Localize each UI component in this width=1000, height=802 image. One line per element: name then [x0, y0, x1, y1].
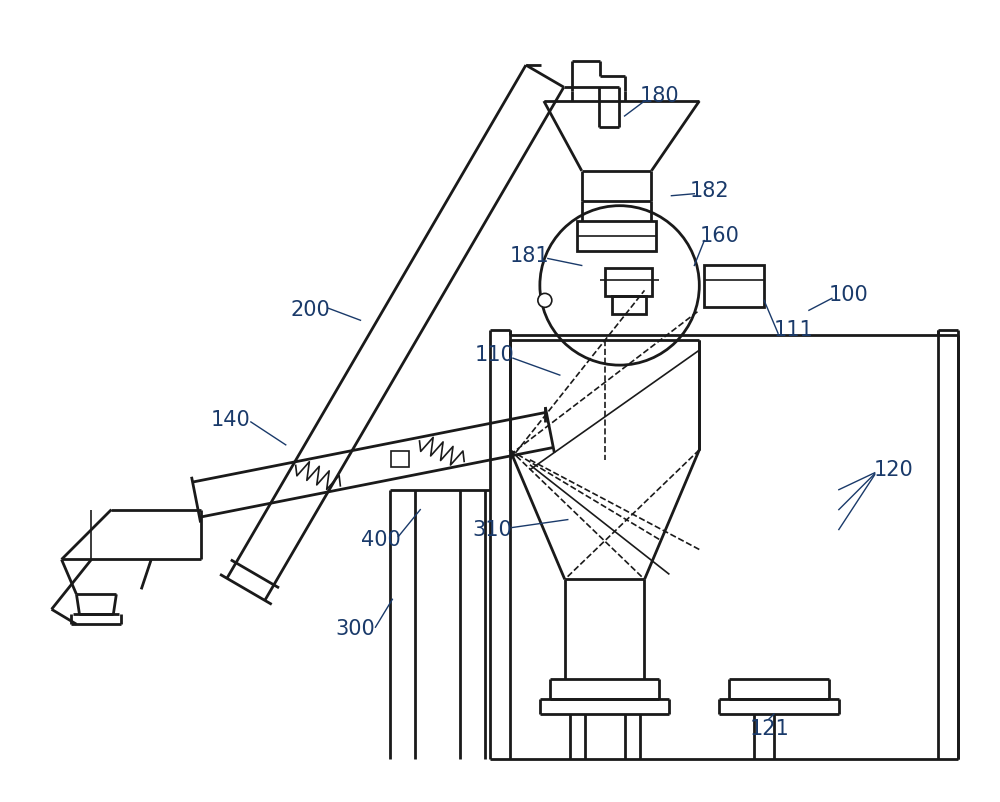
- Circle shape: [538, 294, 552, 307]
- Text: 180: 180: [640, 86, 679, 106]
- Text: 140: 140: [211, 410, 251, 430]
- Bar: [612, 297, 646, 314]
- Bar: [391, 452, 409, 468]
- Text: 120: 120: [874, 460, 914, 480]
- Text: 182: 182: [689, 180, 729, 200]
- Text: 110: 110: [475, 345, 515, 365]
- Text: 181: 181: [510, 245, 550, 265]
- Text: 100: 100: [829, 286, 869, 306]
- Bar: [704, 265, 764, 307]
- Text: 160: 160: [699, 225, 739, 245]
- Bar: [605, 269, 652, 297]
- Bar: [577, 221, 656, 250]
- Text: 400: 400: [361, 529, 400, 549]
- Text: 200: 200: [291, 300, 331, 320]
- Text: 121: 121: [749, 719, 789, 739]
- Text: 310: 310: [472, 520, 512, 540]
- Text: 111: 111: [774, 320, 814, 340]
- Text: 300: 300: [336, 619, 375, 639]
